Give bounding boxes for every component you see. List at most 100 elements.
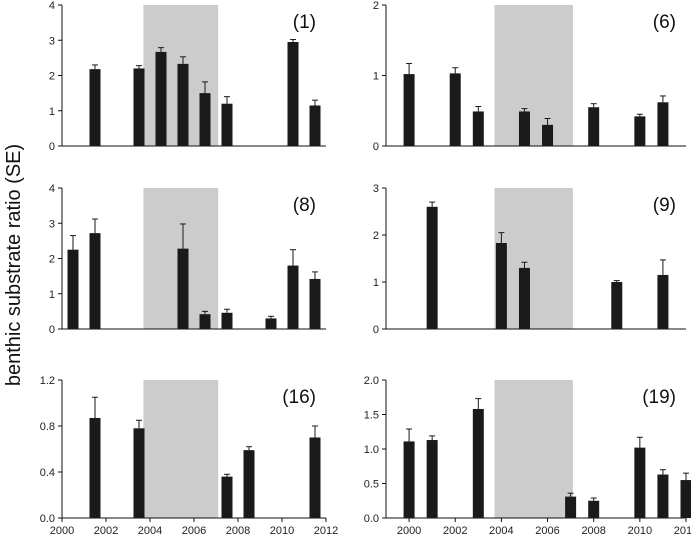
y-tick-label: 0 bbox=[49, 141, 55, 153]
x-tick-label: 2006 bbox=[535, 525, 559, 537]
bar bbox=[177, 63, 189, 146]
bar bbox=[611, 282, 623, 329]
shaded-period bbox=[143, 380, 219, 518]
bar bbox=[657, 102, 669, 146]
bar bbox=[403, 441, 415, 518]
bar bbox=[243, 450, 255, 518]
bar bbox=[565, 496, 577, 518]
panel-label: (9) bbox=[653, 195, 676, 216]
bar bbox=[287, 42, 299, 147]
bar bbox=[588, 107, 600, 146]
bar bbox=[199, 314, 211, 329]
bar bbox=[287, 265, 299, 329]
x-tick-label: 2008 bbox=[226, 525, 250, 537]
y-tick-label: 0.4 bbox=[40, 467, 55, 479]
panel-8: 0 1 2 3 4 (8) bbox=[49, 183, 326, 336]
y-tick-label: 2.0 bbox=[364, 375, 379, 387]
bar bbox=[634, 116, 646, 146]
y-tick-label: 1.5 bbox=[364, 410, 379, 422]
x-tick-label: 2000 bbox=[397, 525, 421, 537]
y-tick-label: 0.0 bbox=[364, 513, 379, 525]
x-tick-label: 2010 bbox=[628, 525, 652, 537]
y-tick-label: 3 bbox=[49, 35, 55, 47]
panel-6: 0 1 2 (6) bbox=[373, 0, 686, 153]
x-tick-label: 2004 bbox=[138, 525, 162, 537]
bar bbox=[221, 103, 233, 146]
panel-label: (19) bbox=[642, 387, 676, 408]
y-tick-label: 2 bbox=[49, 71, 55, 83]
bar bbox=[309, 278, 321, 329]
y-tick-label: 2 bbox=[49, 254, 55, 266]
x-tick-label: 2012 bbox=[674, 525, 691, 537]
bar bbox=[221, 476, 233, 518]
shaded-period bbox=[494, 380, 573, 518]
panel-label: (6) bbox=[653, 12, 676, 33]
bar bbox=[542, 124, 554, 146]
panel-label: (8) bbox=[293, 195, 316, 216]
bar bbox=[265, 318, 277, 329]
bar bbox=[177, 248, 189, 329]
y-tick-label: 0 bbox=[373, 324, 379, 336]
panel-19: 0.0 0.5 1.0 1.5 2.0 2000 2002 2004 2006 2008 2010 2… bbox=[364, 375, 691, 537]
y-tick-label: 1 bbox=[373, 277, 379, 289]
x-tick-label: 2006 bbox=[182, 525, 206, 537]
y-tick-label: 3 bbox=[49, 218, 55, 230]
x-tick-label: 2008 bbox=[581, 525, 605, 537]
y-tick-label: 4 bbox=[49, 0, 55, 12]
y-tick-label: 0.0 bbox=[40, 513, 55, 525]
bar bbox=[89, 233, 101, 329]
bar bbox=[133, 428, 145, 518]
y-tick-label: 1.2 bbox=[40, 375, 55, 387]
x-tick-label: 2012 bbox=[314, 525, 338, 537]
bar bbox=[403, 74, 415, 146]
bar bbox=[89, 417, 101, 518]
bar bbox=[309, 105, 321, 146]
shaded-period bbox=[494, 188, 573, 329]
bar bbox=[449, 73, 461, 146]
y-axis-label: benthic substrate ratio (SE) bbox=[3, 144, 25, 386]
bar bbox=[518, 111, 530, 146]
y-tick-label: 0.8 bbox=[40, 421, 55, 433]
bar bbox=[588, 500, 600, 518]
bar bbox=[133, 68, 145, 146]
panel-16: 0.0 0.4 0.8 1.2 2000 2002 2004 2006 2008 2010 2012… bbox=[40, 375, 339, 537]
panel-label: (16) bbox=[282, 387, 316, 408]
y-tick-label: 1 bbox=[49, 106, 55, 118]
panel-9: 0 1 2 3 (9) bbox=[373, 183, 686, 336]
bar bbox=[67, 249, 79, 329]
x-tick-label: 2000 bbox=[50, 525, 74, 537]
y-tick-label: 4 bbox=[49, 183, 55, 195]
x-tick-label: 2010 bbox=[270, 525, 294, 537]
bar bbox=[155, 51, 167, 146]
x-tick-label: 2002 bbox=[443, 525, 467, 537]
panel-label: (1) bbox=[293, 12, 316, 33]
bar bbox=[472, 111, 484, 146]
y-tick-label: 2 bbox=[373, 230, 379, 242]
bar bbox=[680, 480, 691, 518]
y-tick-label: 1 bbox=[49, 289, 55, 301]
y-tick-label: 1 bbox=[373, 71, 379, 83]
panel-1: 0 1 2 3 4 (1) bbox=[49, 0, 326, 153]
bar bbox=[426, 440, 438, 518]
bar bbox=[518, 267, 530, 329]
bar bbox=[657, 474, 669, 518]
bar bbox=[89, 69, 101, 146]
bar bbox=[634, 447, 646, 518]
bar bbox=[472, 408, 484, 518]
bar bbox=[426, 206, 438, 329]
y-tick-label: 3 bbox=[373, 183, 379, 195]
y-tick-label: 1.0 bbox=[364, 444, 379, 456]
shaded-period bbox=[494, 5, 573, 146]
bar bbox=[309, 437, 321, 518]
y-tick-label: 0.5 bbox=[364, 479, 379, 491]
x-tick-label: 2004 bbox=[489, 525, 513, 537]
bar bbox=[657, 274, 669, 329]
y-tick-label: 0 bbox=[49, 324, 55, 336]
bar bbox=[495, 242, 507, 329]
y-tick-label: 2 bbox=[373, 0, 379, 12]
y-tick-label: 0 bbox=[373, 141, 379, 153]
bar bbox=[199, 93, 211, 146]
x-tick-label: 2002 bbox=[94, 525, 118, 537]
bar bbox=[221, 312, 233, 329]
